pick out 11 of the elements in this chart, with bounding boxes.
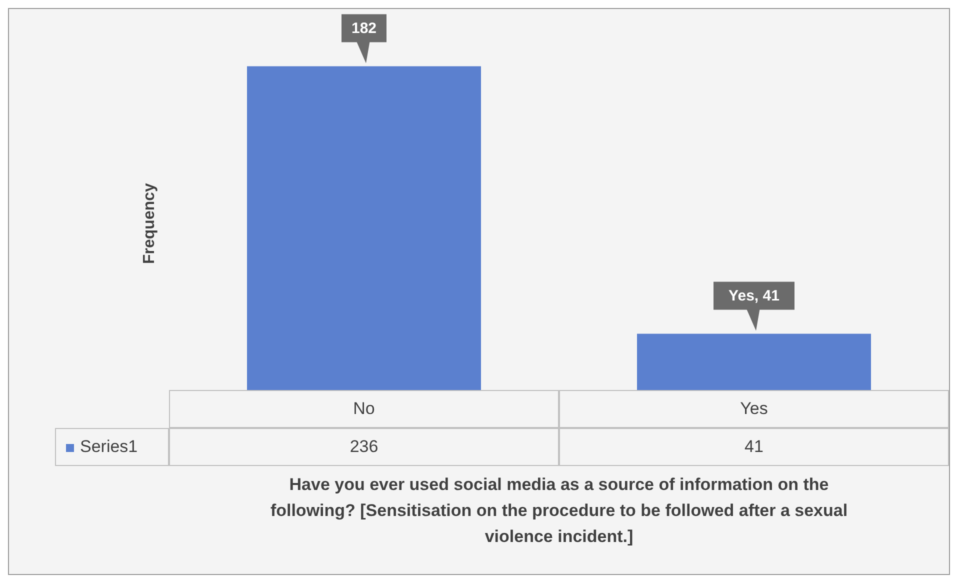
callout: 182 <box>342 14 386 64</box>
y-axis-title: Frequency <box>141 183 159 264</box>
data-label: 41 <box>559 428 949 466</box>
x-tick-label: No <box>169 390 559 428</box>
callout: Yes, 41 <box>714 282 794 331</box>
x-axis-title: Have you ever used social media as a source of information on the following? [Sensitisation on the procedure to be followed after a sexual violence incident.] <box>269 474 849 548</box>
annotation: Yes, 41 <box>728 288 780 305</box>
annotation: 182 <box>351 20 377 38</box>
x-tick-label: Yes <box>559 390 949 428</box>
legend-label: Series1 <box>55 428 169 466</box>
data-label: 236 <box>169 428 559 466</box>
